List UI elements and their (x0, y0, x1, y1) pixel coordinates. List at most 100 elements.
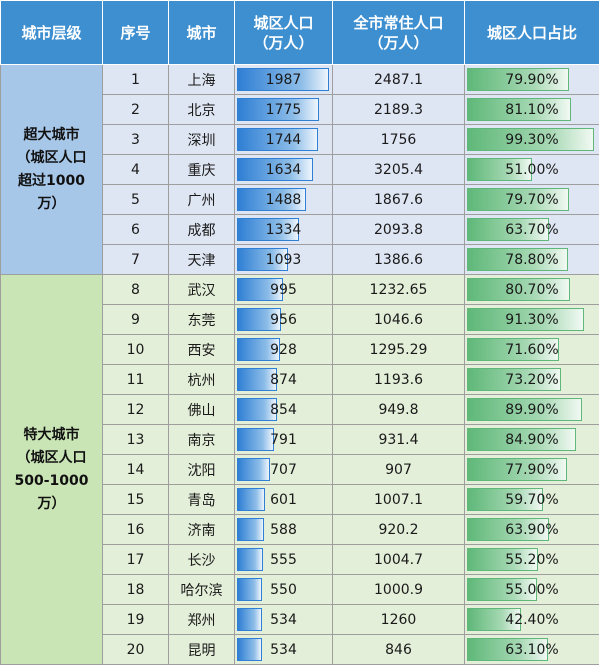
cell-ratio: 51.00% (465, 155, 599, 185)
urban-data-bar (237, 518, 264, 541)
cell-city: 哈尔滨 (169, 575, 235, 605)
cell-index: 14 (103, 455, 169, 485)
cell-city: 深圳 (169, 125, 235, 155)
ratio-value: 77.90% (505, 462, 558, 478)
cell-city: 南京 (169, 425, 235, 455)
tier-label-line: 万） (1, 493, 102, 516)
cell-ratio: 73.20% (465, 365, 599, 395)
cell-index: 7 (103, 245, 169, 275)
urban-value: 1775 (266, 102, 302, 118)
cell-index: 12 (103, 395, 169, 425)
cell-total: 1004.7 (333, 545, 465, 575)
tier-label-line: 超过1000 (1, 170, 102, 193)
cell-total: 1232.65 (333, 275, 465, 305)
ratio-value: 89.90% (505, 402, 558, 418)
urban-value: 534 (270, 642, 297, 658)
urban-data-bar (237, 608, 262, 631)
cell-total: 2189.3 (333, 95, 465, 125)
urban-data-bar (237, 428, 274, 451)
cell-index: 10 (103, 335, 169, 365)
ratio-value: 84.90% (505, 432, 558, 448)
cell-ratio: 79.90% (465, 65, 599, 95)
cell-city: 佛山 (169, 395, 235, 425)
urban-value: 1093 (266, 252, 302, 268)
cell-total: 2487.1 (333, 65, 465, 95)
urban-value: 1488 (266, 192, 302, 208)
cell-total: 907 (333, 455, 465, 485)
cell-urban: 928 (235, 335, 333, 365)
ratio-value: 79.70% (505, 192, 558, 208)
ratio-value: 73.20% (505, 372, 558, 388)
urban-value: 956 (270, 312, 297, 328)
cell-total: 1867.6 (333, 185, 465, 215)
ratio-value: 80.70% (505, 282, 558, 298)
cell-index: 3 (103, 125, 169, 155)
cell-urban: 1488 (235, 185, 333, 215)
tier-label-line: 500-1000 (1, 470, 102, 493)
header-urban-line1: 城区人口 (235, 13, 332, 33)
urban-value: 550 (270, 582, 297, 598)
cell-ratio: 89.90% (465, 395, 599, 425)
ratio-value: 91.30% (505, 312, 558, 328)
cell-total: 931.4 (333, 425, 465, 455)
cell-urban: 874 (235, 365, 333, 395)
cell-index: 9 (103, 305, 169, 335)
cell-urban: 1775 (235, 95, 333, 125)
cell-urban: 588 (235, 515, 333, 545)
ratio-value: 78.80% (505, 252, 558, 268)
cell-city: 昆明 (169, 635, 235, 665)
cell-city: 武汉 (169, 275, 235, 305)
cell-index: 2 (103, 95, 169, 125)
cell-index: 18 (103, 575, 169, 605)
cell-urban: 1334 (235, 215, 333, 245)
header-total-line2: （万人） (333, 33, 464, 53)
urban-value: 1334 (266, 222, 302, 238)
cell-total: 846 (333, 635, 465, 665)
urban-value: 874 (270, 372, 297, 388)
urban-value: 588 (270, 522, 297, 538)
cell-urban: 1987 (235, 65, 333, 95)
cell-ratio: 42.40% (465, 605, 599, 635)
cell-ratio: 63.70% (465, 215, 599, 245)
urban-value: 1634 (266, 162, 302, 178)
tier-label-line: 万） (1, 193, 102, 216)
cell-ratio: 59.70% (465, 485, 599, 515)
cell-index: 6 (103, 215, 169, 245)
cell-total: 1000.9 (333, 575, 465, 605)
cell-city: 长沙 (169, 545, 235, 575)
cell-ratio: 63.90% (465, 515, 599, 545)
header-index: 序号 (103, 1, 169, 65)
header-total-line1: 全市常住人口 (333, 13, 464, 33)
cell-index: 16 (103, 515, 169, 545)
ratio-value: 71.60% (505, 342, 558, 358)
urban-value: 601 (270, 492, 297, 508)
urban-data-bar (237, 458, 270, 481)
tier-label-line: （城区人口 (1, 147, 102, 170)
cell-city: 广州 (169, 185, 235, 215)
cell-city: 重庆 (169, 155, 235, 185)
cell-index: 19 (103, 605, 169, 635)
cell-total: 1193.6 (333, 365, 465, 395)
ratio-value: 63.70% (505, 222, 558, 238)
urban-data-bar (237, 578, 262, 601)
cell-total: 2093.8 (333, 215, 465, 245)
tier-label-line: （城区人口 (1, 447, 102, 470)
ratio-value: 79.90% (505, 72, 558, 88)
cell-ratio: 77.90% (465, 455, 599, 485)
cell-city: 北京 (169, 95, 235, 125)
cell-total: 1007.1 (333, 485, 465, 515)
cell-urban: 534 (235, 605, 333, 635)
ratio-value: 42.40% (505, 612, 558, 628)
ratio-value: 63.10% (505, 642, 558, 658)
ratio-value: 63.90% (505, 522, 558, 538)
urban-data-bar (237, 488, 265, 511)
cell-index: 8 (103, 275, 169, 305)
cell-ratio: 91.30% (465, 305, 599, 335)
urban-value: 1744 (266, 132, 302, 148)
cell-index: 4 (103, 155, 169, 185)
cell-index: 13 (103, 425, 169, 455)
header-city: 城市 (169, 1, 235, 65)
